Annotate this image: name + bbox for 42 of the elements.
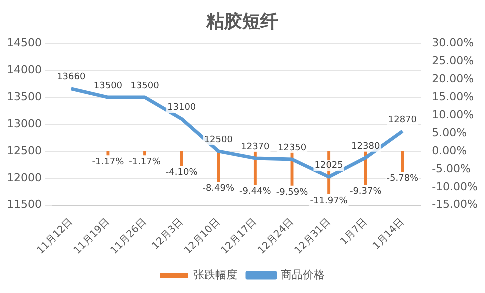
data-label: 12500 [204, 135, 234, 146]
data-label: 12870 [388, 115, 418, 126]
data-label: -9.44% [240, 187, 272, 198]
y2-tick-label: 20.00% [432, 72, 474, 86]
chart-title: 粘胶短纤 [206, 11, 278, 32]
legend-label: 商品价格 [281, 268, 325, 282]
y2-tick-label: 15.00% [432, 90, 474, 104]
y2-tick-label: 25.00% [432, 54, 474, 68]
data-label: 12025 [314, 160, 344, 171]
x-tick-label: 1月7日 [338, 216, 370, 248]
data-label: -8.49% [202, 184, 235, 194]
x-tick-label: 1月14日 [371, 216, 407, 252]
data-label: -9.59% [276, 188, 309, 198]
data-label: 12370 [241, 142, 270, 152]
x-tick-label: 12月3日 [150, 216, 186, 252]
data-label: 12350 [278, 143, 307, 154]
y2-tick-label: 0.00% [432, 144, 468, 158]
y2-tick-label: 10.00% [432, 108, 474, 122]
data-label: 13500 [130, 81, 160, 92]
data-label: 12380 [352, 142, 380, 152]
y-tick-label: 14000 [6, 63, 42, 76]
y-tick-label: 13500 [6, 90, 42, 104]
y2-tick-label: -15.00% [432, 198, 478, 212]
y-tick-label: 11500 [6, 198, 42, 212]
y2-tick-label: 5.00% [432, 126, 468, 140]
data-label: -1.17% [129, 158, 162, 168]
data-label: -4.10% [166, 168, 198, 178]
data-label: 13100 [168, 102, 196, 113]
y-tick-label: 12500 [6, 144, 42, 158]
y-tick-label: 14500 [6, 36, 42, 50]
y2-tick-label: 30.00% [432, 36, 474, 50]
data-label: -9.37% [350, 186, 382, 197]
y-tick-label: 13000 [6, 117, 42, 130]
data-label: -5.78% [386, 174, 420, 184]
y2-tick-label: -10.00% [432, 180, 478, 194]
data-label: -1.17% [92, 158, 125, 168]
data-label: 13500 [94, 81, 123, 92]
legend-label: 张跌幅度 [194, 268, 238, 282]
y-tick-label: 12000 [6, 171, 42, 184]
y2-tick-label: -5.00% [432, 162, 472, 176]
data-label: -11.97% [310, 196, 348, 206]
data-label: 13660 [57, 72, 86, 83]
